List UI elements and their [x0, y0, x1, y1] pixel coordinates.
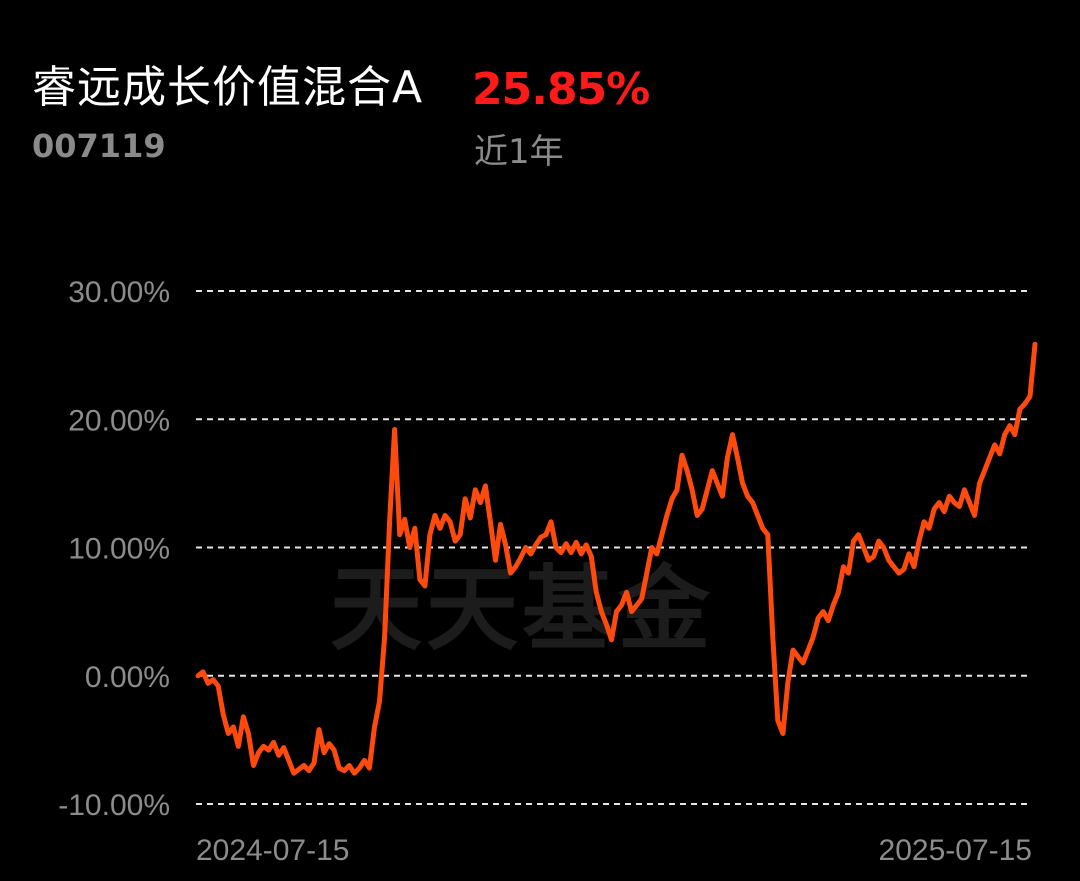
x-tick-label: 2024-07-15: [196, 834, 349, 867]
return-value: 25.85%: [472, 64, 650, 115]
series-layer: [195, 341, 1038, 776]
y-axis-ticks: 30.00% 20.00% 10.00% 0.00% -10.00%: [58, 276, 170, 822]
y-tick-label: 0.00%: [85, 661, 170, 694]
y-tick-label: 20.00%: [68, 404, 170, 437]
y-tick-label: -10.00%: [58, 789, 170, 822]
grid-lines: [196, 290, 1032, 805]
return-period-label: 近1年: [474, 132, 564, 172]
y-tick-label: 10.00%: [68, 533, 170, 566]
x-tick-label: 2025-07-15: [879, 834, 1032, 867]
y-tick-label: 30.00%: [68, 276, 170, 309]
return-series-line: [195, 341, 1038, 776]
fund-code: 007119: [32, 127, 166, 165]
fund-name: 睿远成长价值混合A: [32, 62, 424, 113]
x-axis-ticks: 2024-07-15 2025-07-15: [196, 834, 1032, 867]
